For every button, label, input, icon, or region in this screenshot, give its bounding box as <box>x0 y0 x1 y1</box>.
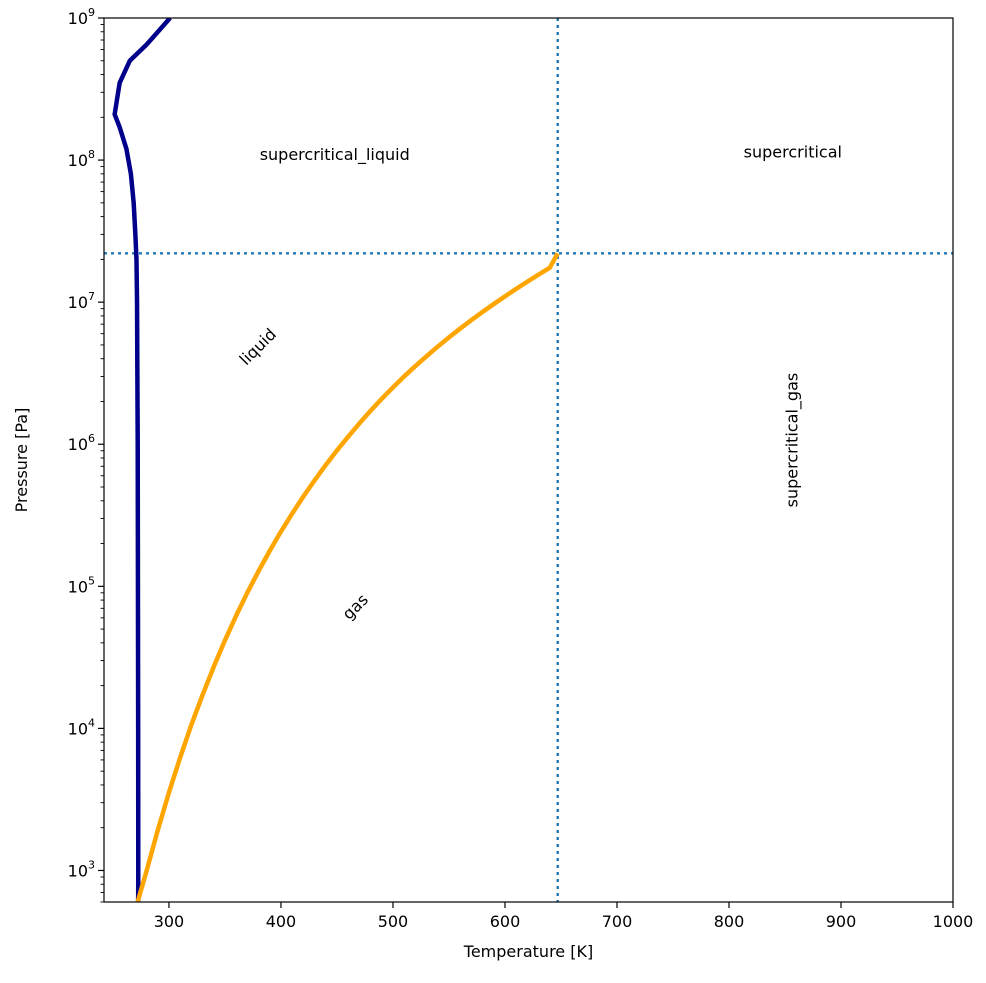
vapor-pressure-curve-line <box>135 252 560 902</box>
x-tick-label: 500 <box>378 912 409 931</box>
x-tick-label: 400 <box>266 912 297 931</box>
y-tick-label: 105 <box>68 574 95 596</box>
region-labels: supercritical_liquid supercritical liquid g… <box>236 143 842 624</box>
series-lines <box>112 18 560 902</box>
y-tick-label: 108 <box>68 148 95 170</box>
supercritical-label: supercritical <box>744 143 842 162</box>
plot-area-frame <box>103 17 954 903</box>
x-tick-label: 600 <box>490 912 521 931</box>
x-axis-ticks: 300 400 500 600 700 800 900 1000 <box>154 902 974 931</box>
x-tick-label: 800 <box>714 912 745 931</box>
y-tick-label: 107 <box>68 290 95 312</box>
x-tick-label: 700 <box>602 912 633 931</box>
melting-curve-line <box>112 18 172 902</box>
reference-lines <box>104 18 953 902</box>
x-tick-label: 1000 <box>933 912 974 931</box>
supercritical-liquid-label: supercritical_liquid <box>260 145 410 165</box>
y-axis-ticks: 103 104 105 106 107 108 109 <box>68 6 104 903</box>
y-tick-label: 106 <box>68 432 95 454</box>
x-axis-label: Temperature [K] <box>463 942 593 961</box>
y-axis-label: Pressure [Pa] <box>12 408 31 513</box>
liquid-label: liquid <box>236 325 280 369</box>
y-tick-label: 104 <box>68 716 95 738</box>
x-tick-label: 300 <box>154 912 185 931</box>
y-tick-label: 103 <box>68 858 95 880</box>
x-tick-label: 900 <box>826 912 857 931</box>
supercritical-gas-label: supercritical_gas <box>782 373 802 508</box>
gas-label: gas <box>339 590 372 623</box>
y-tick-label: 109 <box>68 6 95 28</box>
